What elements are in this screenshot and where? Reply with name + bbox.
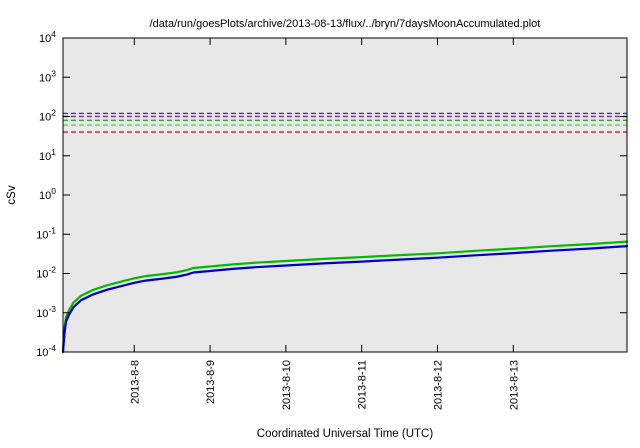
plot-area <box>63 38 627 352</box>
x-tick-label: 2013-8-13 <box>508 360 520 410</box>
x-tick-label: 2013-8-10 <box>281 360 293 410</box>
chart-title: /data/run/goesPlots/archive/2013-08-13/f… <box>150 18 541 30</box>
series-group <box>61 240 629 354</box>
x-tick-label: 2013-8-12 <box>432 360 444 410</box>
x-tick-label: 2013-8-11 <box>357 360 369 409</box>
series-accumulated-dose-blue <box>61 245 629 354</box>
x-tick-label: 2013-8-9 <box>205 360 217 404</box>
y-axis-label: cSv <box>6 185 18 204</box>
x-tick-label: 2013-8-8 <box>129 360 141 404</box>
x-axis-label: Coordinated Universal Time (UTC) <box>257 428 434 440</box>
threshold-lines-group <box>63 112 627 133</box>
series-accumulated-dose-green <box>61 240 629 349</box>
